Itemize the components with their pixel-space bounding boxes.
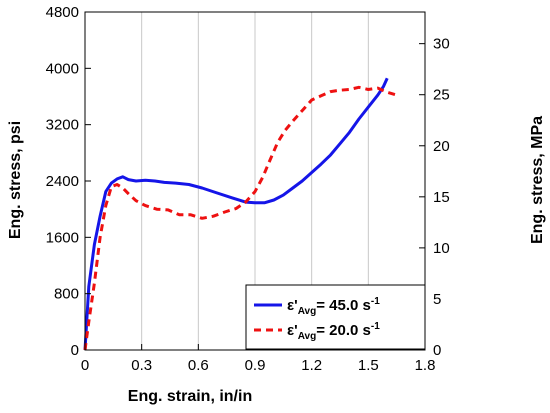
y-axis-title: Eng. stress, psi	[7, 121, 24, 239]
x-tick-label: 0.6	[188, 357, 209, 374]
x-tick-label: 1.8	[415, 357, 436, 374]
y2-tick-label: 5	[433, 291, 441, 308]
x-axis-title: Eng. strain, in/in	[128, 388, 252, 405]
x-tick-label: 0.9	[245, 357, 266, 374]
y-tick-label: 0	[71, 342, 79, 359]
y-tick-label: 2400	[46, 173, 79, 190]
legend-label-series-1: ε'Avg= 45.0 s-1	[287, 296, 380, 317]
x-tick-label: 1.2	[301, 357, 322, 374]
legend-label-series-2: ε'Avg= 20.0 s-1	[287, 321, 380, 342]
series-line-1	[83, 77, 389, 351]
x-tick-label: 1.5	[358, 357, 379, 374]
y2-tick-label: 25	[433, 87, 450, 104]
y-tick-label: 4800	[46, 4, 79, 21]
series-line-2	[83, 85, 398, 351]
y-tick-label: 3200	[46, 117, 79, 134]
y2-axis-title: Eng. stress, MPa	[529, 116, 546, 244]
y2-tick-label: 0	[433, 342, 441, 359]
x-tick-label: 0.3	[131, 357, 152, 374]
y2-tick-label: 20	[433, 138, 450, 155]
series-layer	[83, 77, 398, 351]
x-tick-label: 0	[81, 357, 89, 374]
y2-tick-label: 30	[433, 36, 450, 53]
legend: ε'Avg= 45.0 s-1 ε'Avg= 20.0 s-1	[245, 284, 426, 350]
y-tick-label: 800	[54, 286, 79, 303]
y-tick-label: 4000	[46, 60, 79, 77]
y-tick-label: 1600	[46, 229, 79, 246]
axis-layer: 0 0.3 0.6 0.9 1.2 1.5 1.8080016002400320040004…	[46, 4, 450, 374]
y2-tick-label: 10	[433, 240, 450, 257]
legend-box	[245, 284, 426, 350]
y2-tick-label: 15	[433, 189, 450, 206]
